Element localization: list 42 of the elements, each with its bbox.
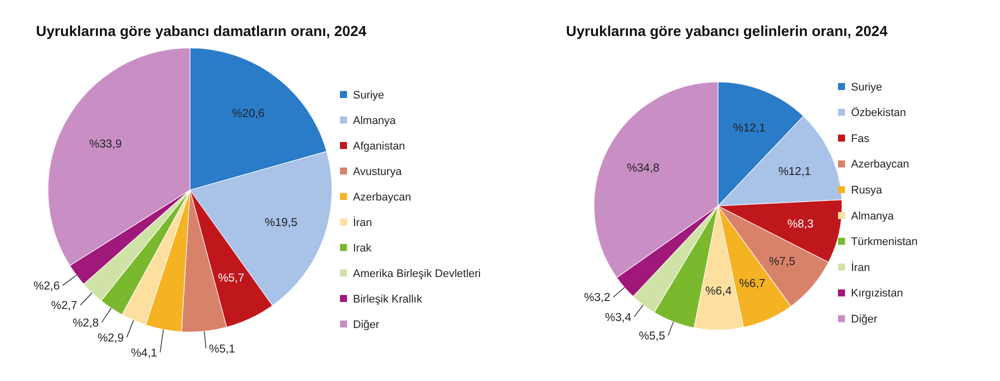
legend-label: Azerbaycan [353,191,412,204]
legend-label: Suriye [851,81,882,94]
legend-label: Diğer [353,318,380,331]
data-label: %12,1 [732,122,766,135]
data-label: %5,7 [218,272,244,284]
legend-label: Almanya [353,114,397,127]
legend-label: Fas [851,132,870,145]
legend-label: Afganistan [353,140,405,152]
data-label: %12,1 [778,166,811,178]
data-label: %3,2 [584,292,610,304]
legend-label: Almanya [851,210,895,222]
data-label: %2,7 [51,300,78,312]
legend-label: Avusturya [353,166,403,178]
legend-label: Amerika Birleşik Devletleri [353,268,481,280]
data-label: %3,4 [605,312,632,324]
data-label: %5,1 [208,343,236,356]
legend-label: Irak [353,242,372,254]
legend-label: Azerbaycan [851,158,910,171]
data-label: %34,8 [626,162,660,174]
data-label: %7,5 [769,256,796,268]
data-label: %4,1 [130,347,158,360]
chart-title: Uyruklarına göre yabancı gelinlerin oranı, 2024 [566,24,888,40]
data-label: %6,4 [705,285,732,298]
data-label: %20,6 [232,108,265,120]
legend-label: Diğer [851,314,878,326]
data-label: %19,5 [264,217,298,230]
legend-label: İran [851,260,870,274]
data-label: %2,8 [72,317,99,330]
data-label: %2,6 [34,280,60,292]
data-label: %2,9 [98,332,124,344]
data-label: %8,3 [787,218,814,231]
data-label: %33,9 [89,138,122,150]
data-label: %5,5 [638,330,666,343]
legend-label: İran [353,216,372,229]
data-label: %6,7 [739,278,766,290]
legend-label: Türkmenistan [851,236,918,248]
legend-label: Kırgızistan [851,288,903,300]
chart-title: Uyruklarına göre yabancı damatların oranı, 2024 [36,24,366,40]
legend-label: Birleşik Krallık [353,293,423,306]
legend-label: Özbekistan [851,106,906,120]
legend-label: Rusya [851,184,884,196]
legend-label: Suriye [353,89,384,102]
